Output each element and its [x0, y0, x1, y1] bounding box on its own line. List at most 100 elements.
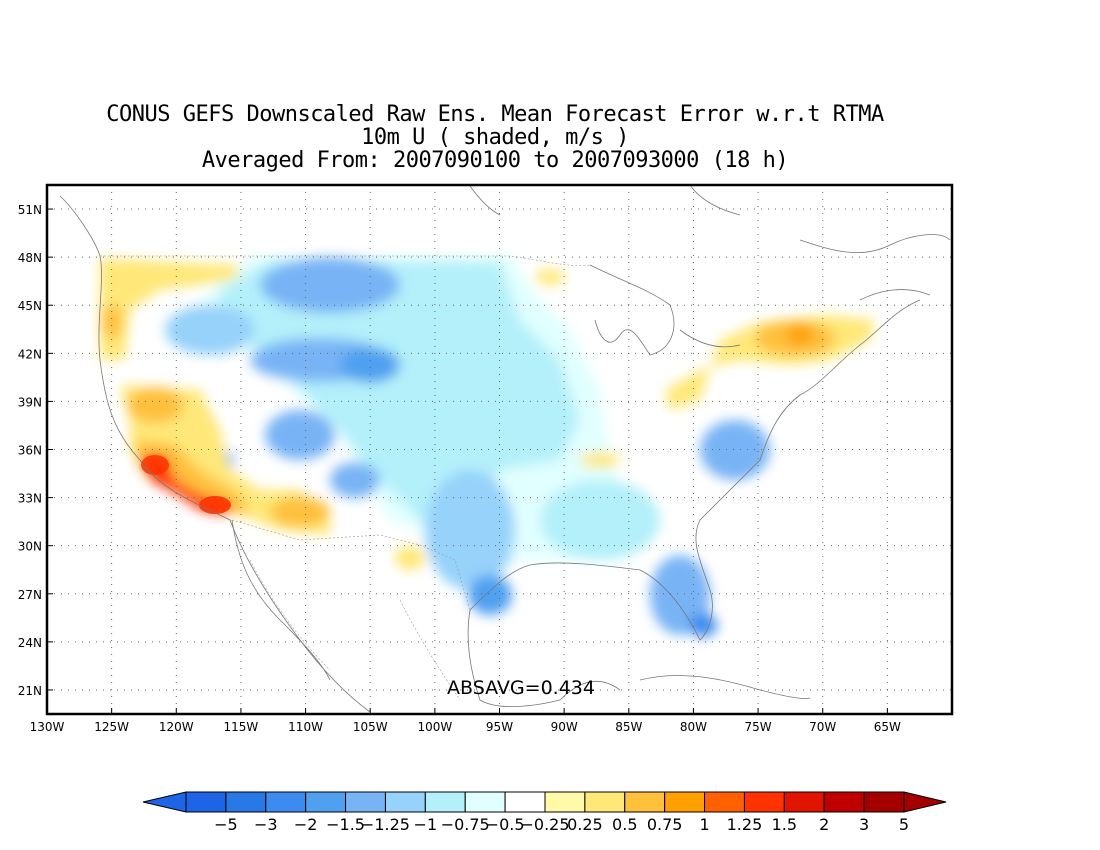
colorbar-label: 0.5 — [612, 815, 637, 834]
lon-tick-label: 75W — [745, 720, 772, 734]
coastline-gulf — [469, 299, 921, 641]
lon-tick-label: 90W — [551, 720, 578, 734]
colorbar-label: 2 — [819, 815, 829, 834]
chart-title: CONUS GEFS Downscaled Raw Ens. Mean Fore… — [106, 102, 884, 127]
map-panel: 130W 125W 120W 115W 110W 105W 100W 95W 90W 85W 80W… — [18, 183, 954, 734]
lon-tick-label: 70W — [809, 720, 836, 734]
colorbar-swatch — [265, 791, 307, 813]
border-us-canada — [100, 255, 591, 266]
colorbar-swatch — [584, 791, 626, 813]
lat-tick-label: 36N — [18, 444, 42, 458]
lat-tick-label: 48N — [18, 251, 42, 265]
longitude-tick-labels: 130W 125W 120W 115W 110W 105W 100W 95W 90W 85W 80W… — [30, 720, 901, 734]
coastline-outlines — [59, 185, 951, 713]
colorbar-label: 1.25 — [727, 815, 763, 834]
chart-subtitle-variable: 10m U ( shaded, m/s ) — [361, 125, 629, 150]
field-region-yellow-texas — [395, 546, 425, 570]
triangle-right-icon — [903, 791, 947, 813]
lon-tick-label: 85W — [615, 720, 642, 734]
field-region-cyan-south — [540, 480, 660, 560]
colorbar-swatch — [863, 791, 905, 813]
chart-subtitle-period: Averaged From: 2007090100 to 2007093000 … — [201, 148, 789, 173]
colorbar-label: −1.5 — [326, 815, 365, 834]
lon-tick-label: 120W — [159, 720, 194, 734]
colorbar-swatch — [384, 791, 426, 813]
colorbar-swatch — [225, 791, 267, 813]
lon-tick-label: 105W — [353, 720, 388, 734]
latitude-tick-labels: 21N 24N 27N 30N 33N 36N 39N 42N 45N 48N 51N — [18, 203, 42, 698]
colorbar-swatch — [624, 791, 666, 813]
field-region-yellow-calif — [120, 385, 330, 535]
colorbar-label: 0.75 — [647, 815, 683, 834]
colorbar-label: 1 — [699, 815, 709, 834]
field-region-blue-florida — [650, 555, 710, 635]
colorbar-swatch — [743, 791, 785, 813]
colorbar-label: −1 — [414, 815, 438, 834]
field-region-blue-idaho — [165, 305, 255, 355]
coastline-baja — [231, 519, 331, 681]
field-region-light-cyan-2 — [220, 260, 580, 570]
lon-tick-label: 95W — [486, 720, 513, 734]
colorbar-swatch — [664, 791, 706, 813]
coastline-greatlakes — [589, 264, 741, 356]
field-region-darkorange-ny — [786, 325, 814, 345]
coastline-canada-east — [799, 234, 951, 301]
shaded-error-field — [100, 256, 880, 650]
colorbar-label: −2 — [294, 815, 318, 834]
lon-tick-label: 130W — [30, 720, 65, 734]
coastline-cuba — [639, 675, 811, 699]
lon-tick-label: 100W — [417, 720, 452, 734]
colorbar-label: 3 — [859, 815, 869, 834]
field-region-yellow-nevada — [127, 387, 183, 423]
lon-tick-label: 65W — [874, 720, 901, 734]
coastline-mexico — [467, 609, 561, 708]
lat-tick-label: 27N — [18, 588, 42, 602]
field-region-blue-keys — [689, 613, 717, 637]
field-region-cyan-texas — [425, 470, 515, 590]
colorbar-swatch — [544, 791, 586, 813]
colorbar-label: −3 — [254, 815, 278, 834]
colorbar-label: −0.25 — [520, 815, 569, 834]
lat-tick-label: 51N — [18, 203, 42, 217]
lat-tick-label: 45N — [18, 299, 42, 313]
lon-tick-label: 110W — [288, 720, 323, 734]
lon-tick-label: 115W — [224, 720, 259, 734]
coastline-hudson — [469, 185, 741, 216]
field-region-orange-arizona-south — [270, 497, 330, 527]
colorbar-label: −1.25 — [361, 815, 410, 834]
colorbar-label: 5 — [899, 815, 909, 834]
lon-tick-label: 80W — [680, 720, 707, 734]
field-blobs — [100, 256, 875, 637]
map-frame — [45, 183, 954, 716]
colorbar-swatch — [305, 791, 347, 813]
colorbar: −5 −3 −2 −1.5−1.25 −1 −0.75−0.5−0.250.25 0.5 0.… — [142, 791, 947, 834]
lat-tick-label: 39N — [18, 395, 42, 409]
lat-tick-label: 24N — [18, 636, 42, 650]
field-region-blue-houston — [468, 575, 512, 615]
absavg-annotation: ABSAVG=0.434 — [447, 677, 595, 699]
lat-tick-label: 33N — [18, 492, 42, 506]
field-region-blue-nc — [700, 420, 770, 480]
triangle-left-icon — [142, 791, 187, 813]
colorbar-swatch — [464, 791, 506, 813]
lat-tick-label: 30N — [18, 540, 42, 554]
lat-tick-label: 42N — [18, 347, 42, 361]
colorbar-swatch — [345, 791, 386, 813]
lat-tick-label: 21N — [18, 684, 42, 698]
field-region-orange-oregon — [102, 304, 122, 340]
coastline-yucatan — [559, 681, 621, 701]
field-region-hotspot-socal-2 — [199, 496, 231, 514]
field-region-blue-montana — [260, 257, 400, 313]
colorbar-label: −0.75 — [441, 815, 490, 834]
field-region-hotspot-socal — [141, 455, 169, 475]
colorbar-swatch — [424, 791, 466, 813]
field-region-blue-colorado — [340, 347, 400, 383]
colorbar-label: 1.5 — [772, 815, 797, 834]
field-region-yellow-tn — [580, 452, 620, 468]
colorbar-label: −0.5 — [486, 815, 525, 834]
colorbar-swatch — [185, 791, 227, 813]
colorbar-swatch — [704, 791, 745, 813]
colorbar-label: 0.25 — [567, 815, 603, 834]
field-region-blue-nm — [330, 462, 380, 498]
